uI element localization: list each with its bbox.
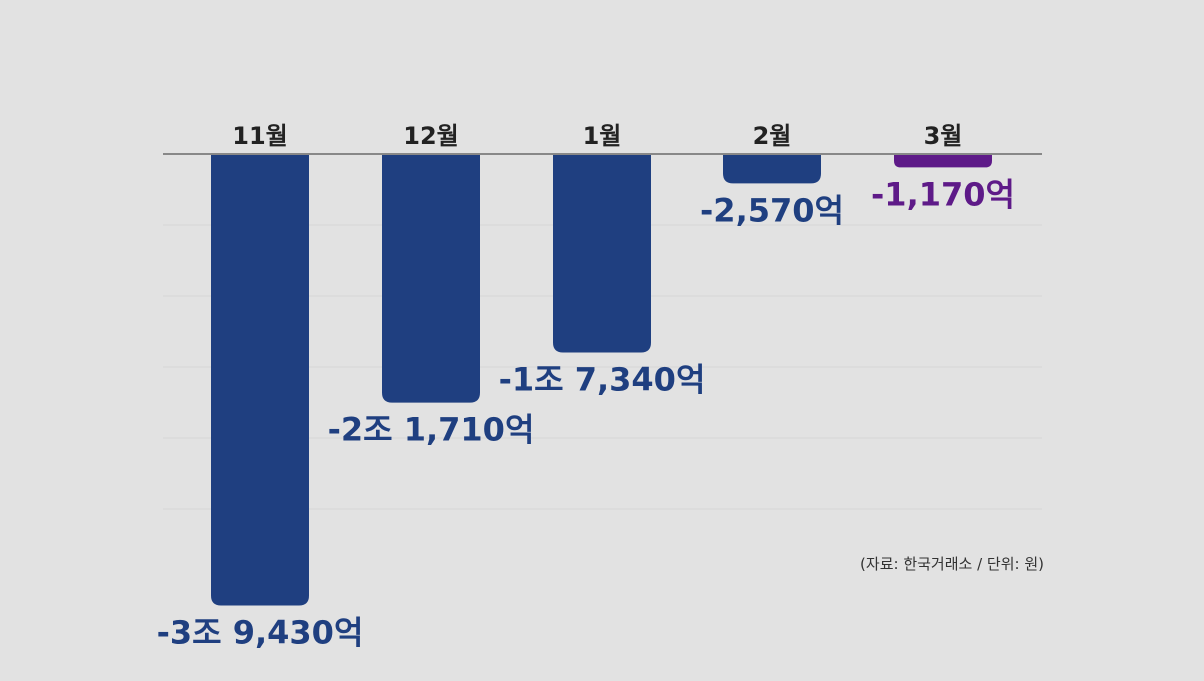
category-label: 2월 <box>753 122 792 150</box>
grid-lines <box>163 224 1042 510</box>
category-labels: 11월 12월 1월 2월 3월 <box>232 122 962 150</box>
bar-2 <box>382 154 480 403</box>
bar-3 <box>553 154 651 353</box>
value-label: -3조 9,430억 <box>157 613 364 651</box>
category-label: 3월 <box>924 122 963 150</box>
bar-1 <box>211 154 309 606</box>
value-label: -1조 7,340억 <box>499 361 706 399</box>
bar-5 <box>894 154 992 168</box>
category-label: 12월 <box>403 122 458 150</box>
bar-4 <box>723 154 821 184</box>
value-label: -1,170억 <box>871 175 1015 213</box>
category-label: 11월 <box>232 122 287 150</box>
source-note: (자료: 한국거래소 / 단위: 원) <box>860 555 1044 573</box>
value-label: -2,570억 <box>700 191 844 229</box>
bars <box>211 154 992 606</box>
value-labels: -3조 9,430억 -2조 1,710억 -1조 7,340억 -2,570억 -1,… <box>157 175 1015 651</box>
value-label: -2조 1,710억 <box>328 411 535 449</box>
category-label: 1월 <box>583 122 622 150</box>
